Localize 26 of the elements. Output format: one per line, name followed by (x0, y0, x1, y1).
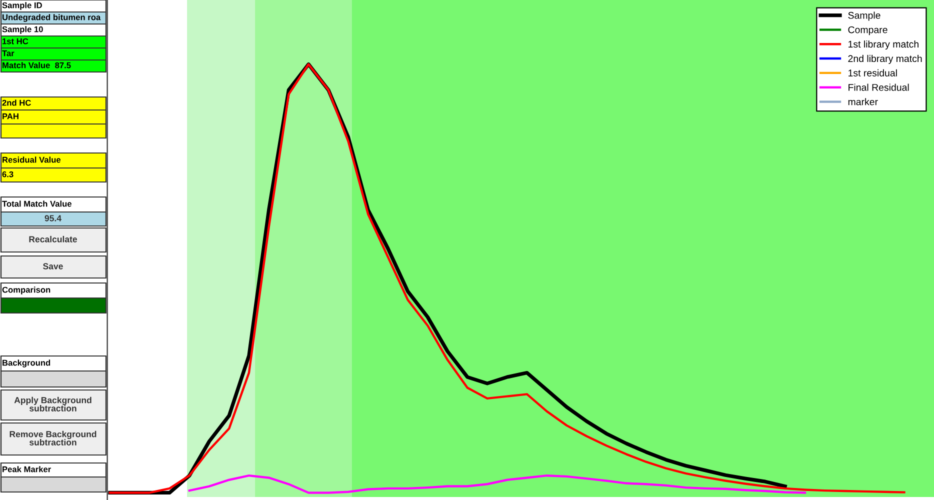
text: Tar (2, 50, 14, 56)
text: Total Match Value (2, 200, 72, 207)
legend-label: Sample (848, 12, 880, 21)
legend-label: 1st residual (848, 69, 897, 76)
text: Background (2, 360, 50, 368)
legend-label: Compare (848, 26, 888, 36)
text: Remove Background subtraction (10, 430, 96, 446)
legend-label: marker (848, 98, 878, 106)
legend-label: 2nd library match (848, 54, 922, 64)
text: Sample ID (2, 2, 42, 10)
text: Residual Value (2, 156, 61, 163)
text: Save (43, 263, 63, 270)
text: Match Value 87.5 (2, 62, 71, 68)
text: 95.4 (44, 215, 62, 222)
text: Apply Background subtraction (14, 396, 92, 412)
text: 2nd HC (2, 100, 31, 106)
text: Peak Marker (2, 466, 51, 472)
text: 1st HC (2, 38, 28, 44)
text: Sample 10 (2, 26, 43, 34)
text: Undegraded bitumen roa (2, 14, 101, 22)
text: Recalculate (29, 236, 78, 242)
text: PAH (2, 113, 18, 120)
legend-label: Final Residual (848, 84, 909, 91)
text: 6.3 (2, 171, 14, 178)
legend-label: 1st library match (848, 40, 918, 50)
text: Comparison (2, 286, 50, 294)
